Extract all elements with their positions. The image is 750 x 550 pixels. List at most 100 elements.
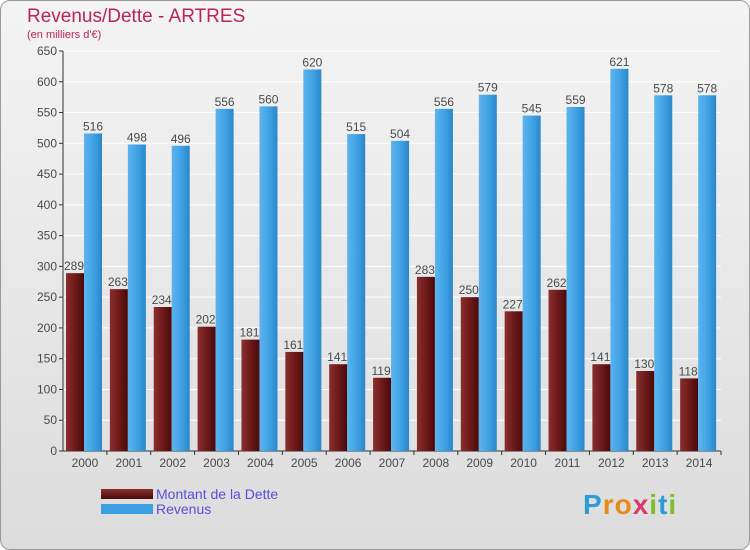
x-tick-label: 2010 [510, 456, 537, 470]
bar-revenus-2001 [127, 144, 146, 452]
data-label-revenus: 620 [302, 55, 322, 69]
bar-revenus-2003 [215, 108, 234, 451]
bar-dette-2007 [373, 377, 392, 451]
y-tick-label: 400 [37, 198, 57, 212]
bar-revenus-2012 [610, 68, 629, 451]
bar-revenus-2011 [566, 107, 585, 451]
bar-dette-2014 [680, 378, 699, 451]
data-label-revenus: 516 [83, 119, 103, 133]
data-label-dette: 250 [459, 283, 479, 297]
data-label-revenus: 559 [566, 93, 586, 107]
bar-dette-2012 [592, 364, 611, 451]
bar-dette-2005 [285, 351, 304, 451]
data-label-dette: 234 [152, 293, 172, 307]
y-tick-label: 50 [44, 413, 58, 427]
data-label-dette: 130 [634, 357, 654, 371]
bar-revenus-2002 [171, 145, 190, 451]
y-tick-label: 150 [37, 352, 57, 366]
bar-dette-2003 [197, 326, 216, 451]
y-tick-label: 200 [37, 321, 57, 335]
data-label-revenus: 556 [434, 95, 454, 109]
bar-dette-2006 [329, 364, 348, 451]
x-tick-label: 2014 [686, 456, 713, 470]
bar-dette-2001 [109, 289, 128, 451]
proxiti-logo: Proxiti [583, 489, 677, 521]
logo-letter: x [632, 489, 650, 520]
logo-letter: i [668, 489, 678, 520]
data-label-dette: 141 [327, 350, 347, 364]
data-label-revenus: 560 [258, 92, 278, 106]
logo-letter: i [649, 489, 659, 520]
data-label-dette: 161 [283, 338, 303, 352]
x-tick-label: 2002 [159, 456, 186, 470]
bar-dette-2000 [66, 273, 84, 451]
data-label-dette: 262 [547, 276, 567, 290]
x-tick-label: 2009 [466, 456, 493, 470]
data-label-dette: 181 [239, 326, 259, 340]
data-label-revenus: 504 [390, 127, 410, 141]
bar-dette-2010 [504, 311, 523, 451]
logo-letter: t [658, 489, 669, 520]
data-label-revenus: 515 [346, 120, 366, 134]
bar-revenus-2009 [478, 94, 497, 451]
data-label-revenus: 556 [215, 95, 235, 109]
bar-dette-2011 [548, 289, 567, 451]
bar-dette-2009 [460, 297, 479, 451]
bar-revenus-2004 [259, 106, 278, 451]
y-tick-label: 250 [37, 290, 57, 304]
data-label-dette: 118 [679, 364, 698, 378]
x-tick-label: 2003 [203, 456, 230, 470]
y-tick-label: 350 [37, 229, 57, 243]
x-tick-label: 2006 [335, 456, 362, 470]
data-label-dette: 202 [196, 313, 216, 327]
data-label-revenus: 578 [653, 81, 673, 95]
data-label-dette: 227 [503, 297, 523, 311]
chart-subtitle: (en milliers d'€) [27, 29, 102, 41]
y-tick-label: 500 [37, 136, 57, 150]
logo-letter: r [602, 489, 615, 520]
bar-revenus-2000 [84, 133, 102, 451]
x-tick-label: 2012 [598, 456, 625, 470]
bar-revenus-2007 [391, 140, 410, 451]
x-tick-label: 2011 [555, 456, 581, 470]
x-tick-label: 2004 [247, 456, 274, 470]
data-label-revenus: 579 [478, 81, 498, 95]
data-label-revenus: 496 [171, 132, 191, 146]
bar-revenus-2005 [303, 69, 322, 451]
bar-dette-2004 [241, 339, 260, 451]
bar-revenus-2008 [434, 108, 453, 451]
chart-title: Revenus/Dette - ARTRES [27, 6, 246, 27]
y-tick-label: 450 [37, 167, 57, 181]
data-label-revenus: 621 [609, 55, 629, 69]
data-label-dette: 289 [64, 259, 84, 273]
bar-revenus-2006 [347, 134, 366, 452]
x-tick-label: 2007 [379, 456, 406, 470]
bar-revenus-2013 [654, 95, 673, 452]
legend-swatch-dette [101, 489, 153, 499]
data-label-dette: 263 [108, 275, 128, 289]
x-tick-label: 2001 [115, 456, 142, 470]
data-label-revenus: 578 [697, 81, 717, 95]
data-label-dette: 283 [415, 263, 435, 277]
y-tick-label: 0 [50, 444, 57, 458]
bar-revenus-2014 [698, 95, 717, 452]
legend-label-revenus: Revenus [156, 501, 212, 517]
bar-dette-2008 [416, 276, 435, 451]
x-tick-label: 2008 [423, 456, 450, 470]
data-label-revenus: 545 [522, 102, 542, 116]
legend-label-dette: Montant de la Dette [156, 486, 279, 502]
x-tick-label: 2013 [642, 456, 669, 470]
x-tick-label: 2005 [291, 456, 318, 470]
logo-letter: P [583, 489, 603, 520]
data-label-dette: 119 [371, 364, 390, 378]
y-tick-label: 600 [37, 75, 57, 89]
logo-letter: o [614, 489, 633, 520]
y-tick-label: 550 [37, 106, 57, 120]
bar-dette-2002 [153, 307, 172, 451]
y-tick-label: 100 [37, 382, 57, 396]
data-label-revenus: 498 [127, 131, 147, 145]
x-tick-label: 2000 [72, 456, 99, 470]
y-tick-label: 650 [37, 44, 57, 58]
